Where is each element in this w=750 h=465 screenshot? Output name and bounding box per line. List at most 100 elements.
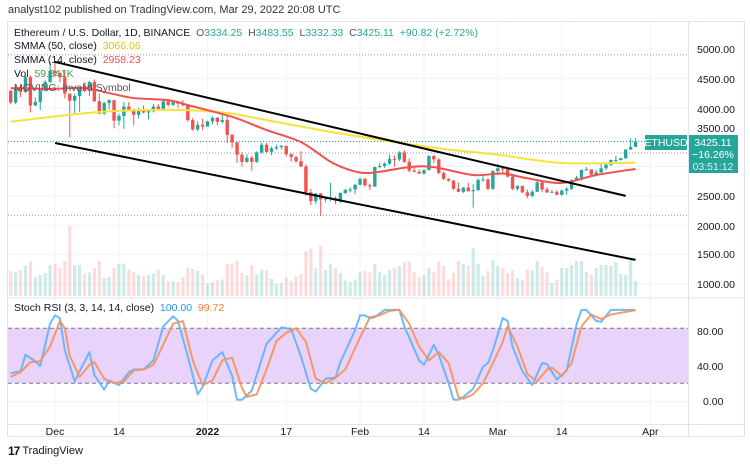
candle-up [107, 100, 111, 104]
candle-up [314, 193, 318, 202]
tradingview-footer[interactable]: 17 TradingView [8, 444, 83, 458]
price-badge-bg [689, 135, 738, 173]
high-label: H [248, 27, 256, 39]
volume-bar [294, 276, 298, 296]
volume-bar [240, 273, 244, 296]
volume-bar [555, 280, 559, 296]
channel-upper-line [54, 60, 626, 197]
candle-up [38, 90, 42, 102]
vol-value: 59.341K [34, 68, 74, 80]
ticker-badge-bg [645, 135, 687, 150]
candle-up [604, 164, 608, 169]
time-tick: Apr [642, 426, 659, 438]
candle-down [294, 157, 298, 162]
volume-bar [353, 279, 357, 296]
time-tick: 17 [280, 426, 292, 438]
candle-up [491, 171, 495, 189]
stoch-legend[interactable]: Stoch RSI (3, 3, 14, 14, close) 100.00 9… [14, 302, 224, 314]
volume-bar [215, 280, 219, 296]
candle-down [501, 168, 505, 170]
close-label: C [349, 27, 357, 39]
volume-bar [28, 261, 32, 296]
candle-up [87, 81, 92, 90]
symbol-title[interactable]: Ethereum / U.S. Dollar, 1D, BINANCE [14, 27, 191, 39]
volume-bar [146, 275, 151, 296]
candle-up [476, 180, 480, 190]
candle-up [13, 87, 18, 103]
smma50-legend[interactable]: SMMA (50, close) 3066.06 [14, 40, 141, 52]
volume-bar [432, 272, 436, 296]
candle-up [72, 96, 77, 101]
candle-down [92, 81, 97, 102]
candle-down [230, 134, 234, 143]
candle-up [77, 87, 82, 96]
smma50-value: 3066.06 [102, 40, 141, 52]
volume-bar [570, 265, 574, 296]
smma14-value: 2958.23 [102, 54, 141, 66]
candle-up [358, 178, 362, 185]
price-tick: 5000.00 [697, 44, 735, 56]
time-axis[interactable]: Dec 14 2022 17 Feb 14 Mar 14 Apr [46, 426, 659, 438]
volume-bar [156, 270, 160, 296]
stoch-k-value: 100.00 [159, 302, 193, 314]
candle-up [628, 147, 633, 150]
volume-bar [456, 261, 461, 296]
candle-down [28, 77, 33, 106]
time-tick: 14 [418, 426, 430, 438]
volume-bar [166, 281, 170, 296]
volume-bar [491, 260, 495, 296]
volume-bar [299, 274, 303, 296]
volume-bar [141, 276, 146, 296]
volume-bar [447, 279, 451, 296]
candle-down [437, 159, 441, 173]
volume-bar [73, 265, 77, 296]
volume-bar [274, 284, 278, 296]
time-tick: Mar [489, 426, 508, 438]
candle-up [171, 101, 175, 105]
volume-bar [338, 273, 342, 296]
candle-up [255, 152, 259, 162]
candle-down [141, 110, 146, 113]
candle-up [422, 170, 426, 174]
volume-bar [97, 261, 101, 296]
candle-down [368, 185, 372, 187]
price-axis[interactable]: 5000.00 4500.00 4000.00 3500.00 2500.00 … [697, 44, 735, 408]
volume-bar [9, 271, 13, 296]
candle-down [392, 158, 397, 160]
smma14-legend[interactable]: SMMA (14, close) 2958.23 [14, 54, 141, 66]
volume-bar [324, 270, 328, 296]
candle-down [289, 154, 293, 158]
volume-bar [250, 265, 254, 296]
candle-down [589, 169, 593, 175]
candle-up [102, 103, 106, 114]
candle-up [564, 188, 569, 191]
moving-legend[interactable]: MOVING: Invalid Symbol [14, 82, 131, 94]
candle-up [550, 191, 554, 193]
volume-bar [112, 268, 116, 296]
volume-bar [579, 261, 584, 296]
candle-up [614, 160, 618, 162]
candle-down [309, 192, 313, 202]
candle-down [225, 120, 229, 135]
low-value: 3332.33 [305, 27, 344, 39]
ticker-badge: ETHUSD [644, 137, 688, 149]
volume-bar [220, 279, 224, 296]
volume-bar [363, 271, 367, 296]
candle-down [18, 87, 23, 92]
candle-up [461, 187, 466, 192]
volume-bar [437, 262, 441, 296]
candle-up [594, 172, 598, 175]
volume-legend[interactable]: Vol 59.341K [14, 68, 74, 80]
volume-bar [319, 246, 323, 296]
candle-down [505, 169, 510, 177]
candle-down [510, 176, 515, 189]
volume-bar [589, 275, 593, 296]
candle-down [417, 171, 421, 174]
open-value: 3334.25 [204, 27, 243, 39]
volume-bar [230, 263, 234, 296]
candle-up [220, 120, 224, 122]
candle-down [186, 105, 190, 121]
candle-down [486, 179, 490, 189]
volume-bar [466, 266, 470, 296]
